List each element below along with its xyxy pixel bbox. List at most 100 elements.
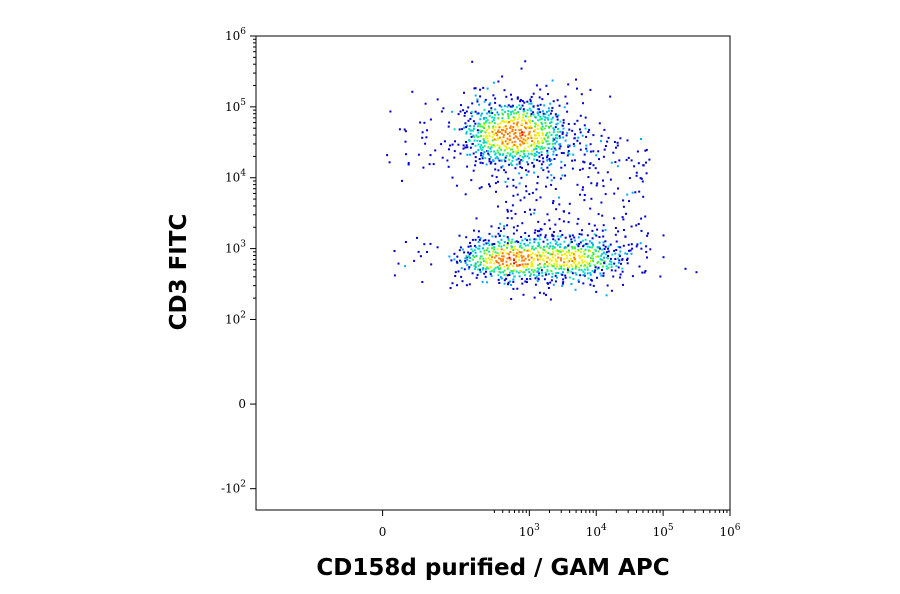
data-point [573,159,576,162]
data-point [511,130,514,133]
data-point [494,251,497,254]
data-point [489,270,492,273]
data-point [568,212,571,215]
data-point [488,112,491,114]
data-point [536,182,539,185]
data-point [457,113,460,116]
data-point [573,137,576,140]
data-point [536,112,539,115]
data-point [480,130,482,133]
data-point [460,104,462,107]
data-point [507,239,510,242]
data-point [649,248,652,251]
data-point [500,148,503,151]
data-point [531,191,534,194]
data-point [508,256,511,259]
data-point [488,103,491,106]
data-point [553,176,556,179]
data-point [507,281,510,284]
data-point [603,261,606,264]
data-point [534,134,537,137]
data-point [524,280,527,283]
data-point [550,270,553,272]
data-point [514,248,517,251]
data-point [552,245,554,248]
data-point [434,149,437,152]
data-point [554,274,557,277]
data-point [533,129,536,132]
data-point [469,257,472,259]
data-point [467,251,470,254]
data-point [627,243,630,246]
data-point [457,143,460,146]
data-point [506,142,509,145]
data-point [622,244,625,247]
data-point [475,134,478,137]
data-point [628,200,630,203]
data-point [484,268,487,271]
data-point [474,164,477,167]
data-point [482,243,485,246]
data-point [538,230,541,233]
data-point [513,155,516,158]
data-point [560,257,563,260]
data-point [479,271,482,273]
data-point [557,256,560,259]
data-point [640,247,643,250]
data-point [499,122,502,125]
data-point [625,212,627,215]
data-point [562,127,565,130]
data-point [515,112,518,115]
data-point [583,161,586,164]
data-point [556,235,559,238]
data-point [533,231,536,234]
data-point [548,157,551,160]
data-point [530,137,533,139]
data-point [551,272,554,275]
data-point [535,238,538,241]
data-point [601,229,604,232]
data-point [560,166,563,169]
data-point [515,106,518,109]
data-point [494,152,497,155]
data-point [516,147,519,150]
data-point [518,113,521,116]
data-point [577,217,580,220]
data-point [571,234,574,237]
data-point [386,154,389,157]
data-point [537,220,540,223]
data-point [536,127,539,130]
data-point [515,252,518,255]
data-point [500,245,503,248]
data-point [503,158,506,161]
data-point [482,141,485,144]
data-point [516,121,519,124]
data-point [449,144,452,147]
data-point [525,169,527,172]
data-point [521,282,524,285]
data-point [482,257,485,260]
data-point [482,264,485,267]
data-point [407,163,410,166]
data-point [567,123,570,125]
data-point [459,259,461,262]
data-point [466,153,469,156]
data-point [538,142,541,145]
data-point [583,199,586,202]
data-point [626,139,629,142]
data-point [634,191,637,194]
data-point [544,121,547,124]
data-point [521,133,524,136]
data-point [507,265,510,268]
data-point [514,135,517,138]
data-point [450,259,453,262]
data-point [477,241,480,243]
data-point [492,159,494,162]
data-point [493,256,496,259]
data-point [539,233,542,236]
data-point [599,247,601,250]
data-point [489,273,492,276]
data-point [563,210,565,213]
data-point [574,263,577,266]
data-point [559,250,562,253]
